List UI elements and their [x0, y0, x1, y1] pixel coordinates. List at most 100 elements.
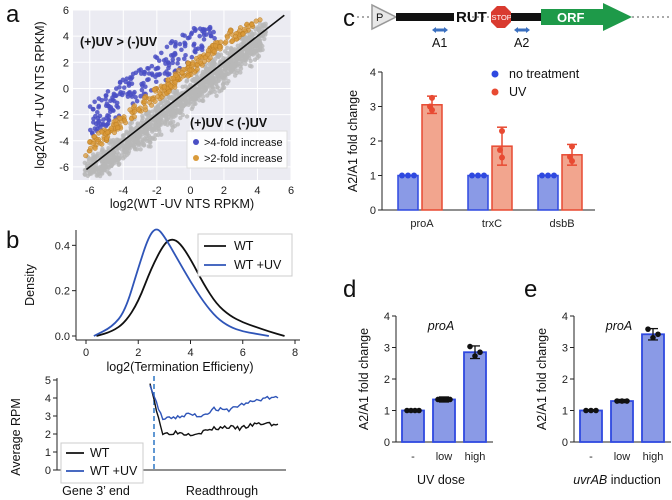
scatter-point-unchanged: [222, 49, 228, 54]
chart-title-gene: proA: [427, 319, 454, 333]
scatter-point-2fold: [187, 67, 193, 73]
scatter-point-2fold: [108, 125, 114, 131]
scatter-point-unchanged: [141, 142, 147, 147]
replicate-dot: [435, 396, 441, 403]
replicate-dot: [499, 127, 505, 134]
scatter-point-4fold: [153, 79, 159, 85]
replicate-dot: [472, 353, 478, 359]
scatter-point-unchanged: [115, 160, 120, 165]
orf-label: ORF: [557, 10, 585, 25]
scatter-point-4fold: [133, 94, 138, 100]
scatter-point-unchanged: [153, 132, 158, 138]
x-tick-label: -4: [118, 185, 128, 197]
scatter-point-unchanged: [108, 139, 113, 145]
scatter-point-unchanged: [210, 85, 215, 90]
y-tick-label: 1: [370, 171, 376, 183]
scatter-point-4fold: [118, 89, 123, 95]
scatter-point-unchanged: [200, 84, 205, 90]
replicate-dot: [567, 153, 573, 160]
scatter-point-4fold: [111, 91, 117, 97]
x-category-label: high: [643, 451, 664, 463]
scatter-point-2fold: [132, 103, 138, 109]
scatter-point-2fold: [115, 125, 121, 131]
scatter-point-4fold: [146, 71, 152, 76]
scatter-point-4fold: [200, 44, 205, 50]
scatter-point-unchanged: [90, 155, 95, 161]
scatter-point-unchanged: [238, 66, 244, 71]
scatter-point-2fold: [217, 44, 223, 50]
replicate-dot: [412, 407, 418, 414]
scatter-point-unchanged: [235, 68, 240, 73]
panel-label-a: a: [6, 1, 20, 28]
scatter-point-unchanged: [89, 169, 94, 175]
scatter-point-unchanged: [101, 165, 106, 171]
scatter-point-unchanged: [209, 72, 215, 78]
scatter-point-4fold: [91, 120, 96, 125]
scatter-point-unchanged: [126, 130, 132, 136]
x-tick-label: 0: [83, 347, 89, 359]
scatter-point-unchanged: [180, 112, 186, 118]
promoter-shape: [371, 3, 398, 31]
scatter-point-unchanged: [238, 53, 244, 58]
scatter-point-4fold: [106, 117, 111, 123]
x-tick-label: 0: [187, 185, 193, 197]
scatter-point-2fold: [83, 153, 89, 159]
scatter-point-4fold: [92, 99, 97, 105]
y-tick-label: 3: [45, 411, 51, 423]
scatter-point-unchanged: [85, 173, 91, 178]
scatter-point-unchanged: [116, 145, 122, 151]
annotation-uv-less: (+)UV < (-)UV: [190, 116, 268, 130]
scatter-point-unchanged: [219, 88, 224, 93]
x-category-gene-end: Gene 3’ end: [62, 484, 130, 498]
primer-a2-label: A2: [514, 36, 529, 50]
scatter-point-4fold: [170, 60, 175, 66]
y-tick-label: 2: [45, 429, 51, 441]
scatter-point-unchanged: [150, 136, 155, 142]
rpm-line-wt-uv: [149, 385, 279, 421]
scatter-point-4fold: [124, 76, 130, 82]
replicate-dot: [624, 398, 630, 404]
scatter-point-unchanged: [257, 21, 262, 26]
scatter-point-2fold: [230, 38, 236, 44]
scatter-point-2fold: [168, 83, 174, 89]
y-tick-label: 4: [370, 67, 376, 79]
scatter-point-2fold: [142, 99, 148, 105]
scatter-point-unchanged: [109, 155, 114, 161]
scatter-point-4fold: [207, 30, 213, 36]
y-tick-label: 0.2: [55, 286, 70, 298]
scatter-point-unchanged: [200, 94, 206, 99]
replicate-dot: [427, 103, 433, 110]
scatter-point-2fold: [135, 106, 141, 112]
scatter-point-unchanged: [242, 37, 248, 42]
scatter-point-unchanged: [138, 142, 143, 147]
scatter-point-4fold: [93, 113, 98, 119]
scatter-point-2fold: [99, 141, 105, 147]
scatter-point-2fold: [185, 73, 191, 79]
scatter-point-4fold: [168, 53, 174, 58]
scatter-point-unchanged: [256, 53, 262, 59]
scatter-point-unchanged: [219, 76, 224, 81]
replicate-dot: [443, 396, 449, 403]
scatter-point-unchanged: [229, 66, 234, 71]
scatter-point-2fold: [88, 145, 94, 151]
scatter-point-4fold: [133, 70, 139, 76]
scatter-point-unchanged: [243, 61, 248, 67]
panel-e-bar-chart: 0 1 2 3 4 - low high proA A2/A1 fold change uvrAB …: [535, 311, 671, 487]
scatter-point-unchanged: [259, 24, 265, 29]
replicate-dot: [481, 172, 487, 179]
scatter-point-4fold: [125, 91, 130, 97]
scatter-point-unchanged: [247, 63, 253, 68]
scatter-point-2fold: [131, 114, 137, 120]
scatter-point-unchanged: [101, 150, 106, 156]
y-tick-label: 3: [370, 102, 376, 114]
y-tick-label: 2: [370, 136, 376, 148]
legend-box: [60, 442, 144, 484]
scatter-point-unchanged: [244, 54, 249, 60]
scatter-point-4fold: [141, 69, 147, 75]
scatter-point-unchanged: [178, 101, 183, 106]
scatter-point-4fold: [126, 81, 131, 86]
scatter-point-unchanged: [143, 130, 149, 135]
y-axis-label: A2/A1 fold change: [535, 328, 549, 430]
scatter-point-unchanged: [175, 122, 181, 127]
scatter-point-unchanged: [184, 114, 190, 119]
